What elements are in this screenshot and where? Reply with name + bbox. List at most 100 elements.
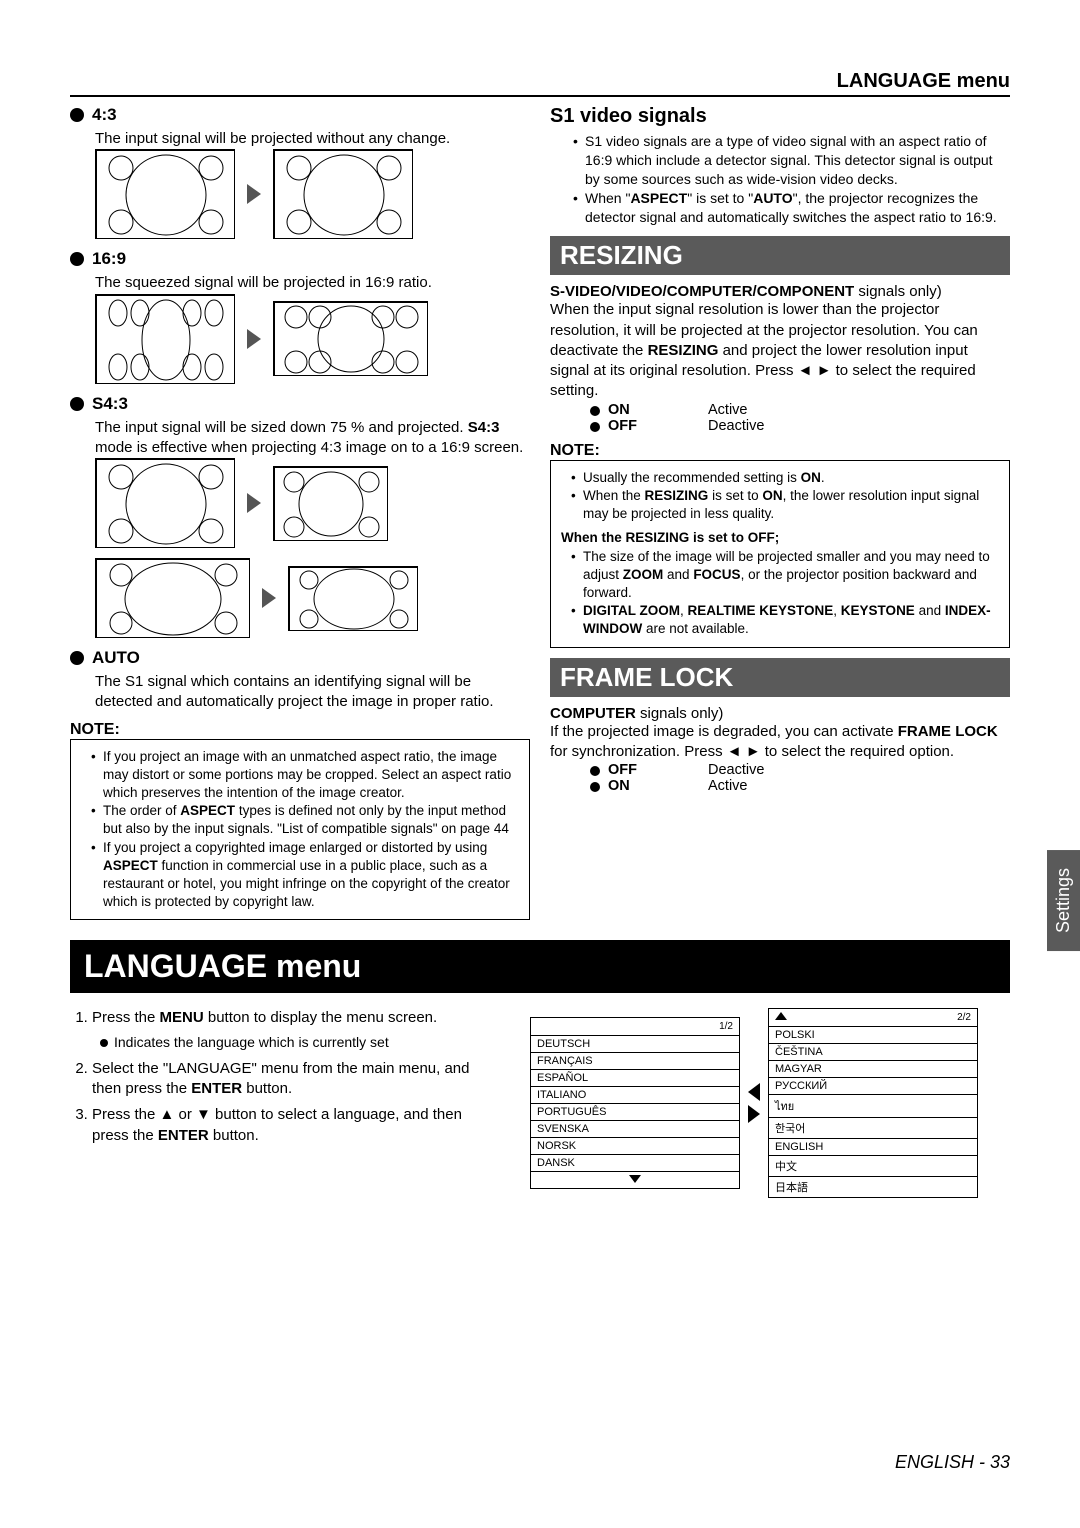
page-footer: ENGLISH - 33 <box>895 1452 1010 1473</box>
note-item: If you project an image with an unmatche… <box>93 748 519 803</box>
note-item: The size of the image will be projected … <box>573 548 999 603</box>
language-table-1: 1/2 DEUTSCH FRANÇAIS ESPAÑOL ITALIANO PO… <box>530 1017 740 1189</box>
item-auto: AUTO <box>70 648 530 668</box>
nav-down <box>531 1172 740 1189</box>
bullet-icon <box>590 406 600 416</box>
list-item: Press the ▲ or ▼ button to select a lang… <box>92 1105 500 1146</box>
aspect-figure <box>273 301 428 376</box>
option-off: OFFDeactive <box>590 418 1010 434</box>
item-s43-text: The input signal will be sized down 75 %… <box>95 418 530 459</box>
note-item: Usually the recommended setting is ON. <box>573 469 999 487</box>
table-row: ČEŠTINA <box>769 1044 978 1061</box>
two-columns: 4:3 The input signal will be projected w… <box>70 105 1010 920</box>
table-row: DANSK <box>531 1155 740 1172</box>
right-column: S1 video signals S1 video signals are a … <box>550 105 1010 920</box>
note-label: NOTE: <box>70 721 530 739</box>
note-item: The order of ASPECT types is defined not… <box>93 802 519 838</box>
language-section: Press the MENU button to display the men… <box>70 1008 1010 1198</box>
off-subtitle: When the RESIZING is set to OFF; <box>561 529 999 547</box>
bullet-icon <box>70 651 84 665</box>
table-row: 中文 <box>769 1156 978 1177</box>
nav-up-cell: 2/2 <box>769 1009 978 1027</box>
header-rule <box>70 95 1010 97</box>
framelock-body: If the projected image is degraded, you … <box>550 722 1010 763</box>
bullet-icon <box>590 782 600 792</box>
bullet-icon <box>70 108 84 122</box>
table-row: FRANÇAIS <box>531 1053 740 1070</box>
language-tables: 1/2 DEUTSCH FRANÇAIS ESPAÑOL ITALIANO PO… <box>530 1008 978 1198</box>
item-169-text: The squeezed signal will be projected in… <box>95 273 530 293</box>
note-item: When the RESIZING is set to ON, the lowe… <box>573 487 999 523</box>
list-item: Press the MENU button to display the men… <box>92 1008 500 1053</box>
side-tab-settings: Settings <box>1047 850 1080 951</box>
arrow-right-icon <box>748 1105 760 1123</box>
option-on: ONActive <box>590 778 1010 794</box>
item-169: 16:9 <box>70 249 530 269</box>
footer-page: 33 <box>990 1452 1010 1472</box>
framelock-signals: COMPUTER signals only) <box>550 705 1010 722</box>
table-page: 1/2 <box>531 1018 740 1036</box>
arrow-right-icon <box>262 588 276 608</box>
item-auto-text: The S1 signal which contains an identify… <box>95 672 530 713</box>
framelock-header: FRAME LOCK <box>550 658 1010 697</box>
note-item: If you project a copyrighted image enlar… <box>93 839 519 912</box>
diagram-s43-b <box>95 558 530 638</box>
aspect-figure <box>95 294 235 384</box>
table-row: ENGLISH <box>769 1139 978 1156</box>
arrow-right-icon <box>247 329 261 349</box>
aspect-figure <box>95 558 250 638</box>
table-row: РУССКИЙ <box>769 1078 978 1095</box>
option-off: OFFDeactive <box>590 762 1010 778</box>
item-43: 4:3 <box>70 105 530 125</box>
bullet-icon <box>70 397 84 411</box>
table-row: SVENSKA <box>531 1121 740 1138</box>
arrow-right-icon <box>247 184 261 204</box>
table-row: POLSKI <box>769 1027 978 1044</box>
nav-arrows <box>748 1083 760 1123</box>
language-steps: Press the MENU button to display the men… <box>70 1008 500 1198</box>
table-row: ESPAÑOL <box>531 1070 740 1087</box>
arrow-right-icon <box>247 493 261 513</box>
chevron-up-icon <box>775 1012 787 1020</box>
note-label: NOTE: <box>550 442 1010 460</box>
note-item: DIGITAL ZOOM, REALTIME KEYSTONE, KEYSTON… <box>573 602 999 638</box>
header-title: LANGUAGE menu <box>837 70 1010 93</box>
list-item: S1 video signals are a type of video sig… <box>575 132 1010 189</box>
language-table-2: 2/2 POLSKI ČEŠTINA MAGYAR РУССКИЙ ไทย 한국… <box>768 1008 978 1198</box>
left-column: 4:3 The input signal will be projected w… <box>70 105 530 920</box>
table-page: 2/2 <box>957 1012 971 1023</box>
table-row: 한국어 <box>769 1118 978 1139</box>
note-box-left: If you project an image with an unmatche… <box>70 739 530 921</box>
item-43-text: The input signal will be projected witho… <box>95 129 530 149</box>
table-row: DEUTSCH <box>531 1036 740 1053</box>
chevron-down-icon <box>629 1175 641 1183</box>
arrow-left-icon <box>748 1083 760 1101</box>
list-item: When "ASPECT" is set to "AUTO", the proj… <box>575 189 1010 227</box>
note-box-resizing: Usually the recommended setting is ON. W… <box>550 460 1010 648</box>
aspect-figure <box>95 149 235 239</box>
language-menu-bar: LANGUAGE menu <box>70 940 1010 993</box>
bullet-icon <box>70 252 84 266</box>
table-row: PORTUGUÊS <box>531 1104 740 1121</box>
footer-language: ENGLISH <box>895 1452 974 1472</box>
table-row: NORSK <box>531 1138 740 1155</box>
option-on: ONActive <box>590 402 1010 418</box>
table-row: 日本語 <box>769 1177 978 1198</box>
aspect-figure <box>95 458 235 548</box>
s1-title: S1 video signals <box>550 105 1010 128</box>
resizing-body: When the input signal resolution is lowe… <box>550 300 1010 401</box>
diagram-43 <box>95 149 530 239</box>
bullet-icon <box>100 1039 108 1047</box>
resizing-signals: S-VIDEO/VIDEO/COMPUTER/COMPONENT signals… <box>550 283 1010 300</box>
diagram-169 <box>95 294 530 384</box>
item-s43: S4:3 <box>70 394 530 414</box>
s1-list: S1 video signals are a type of video sig… <box>550 132 1010 226</box>
list-item: Select the "LANGUAGE" menu from the main… <box>92 1059 500 1100</box>
aspect-figure <box>273 149 413 239</box>
table-row: ITALIANO <box>531 1087 740 1104</box>
bullet-icon <box>590 766 600 776</box>
aspect-figure <box>288 566 418 631</box>
bullet-icon <box>590 422 600 432</box>
resizing-header: RESIZING <box>550 236 1010 275</box>
diagram-s43-a <box>95 458 530 548</box>
